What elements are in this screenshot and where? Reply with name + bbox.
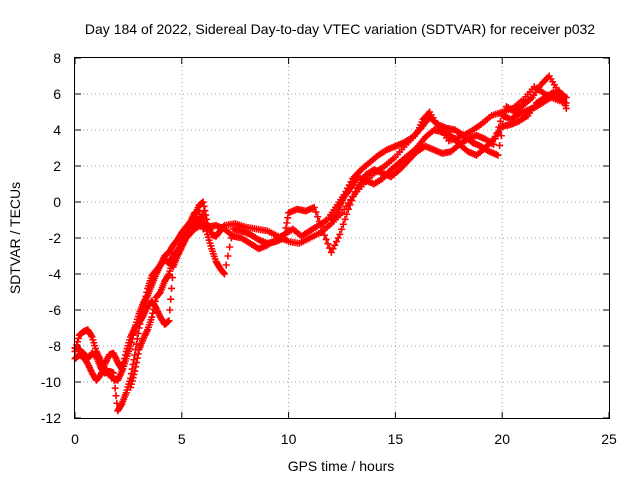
x-tick-label: 0 [71, 431, 79, 447]
y-tick-label: 2 [53, 158, 61, 174]
x-tick-label: 25 [601, 431, 617, 447]
y-tick-label: 6 [53, 86, 61, 102]
x-axis-label: GPS time / hours [288, 458, 395, 474]
y-axis-label: SDTVAR / TECUs [7, 182, 23, 294]
data-point-series [127, 88, 566, 391]
data-points [71, 72, 570, 415]
x-tick-label: 10 [281, 431, 297, 447]
y-tick-label: -10 [41, 374, 61, 390]
y-tick-label: -8 [49, 338, 62, 354]
x-tick-label: 15 [388, 431, 404, 447]
grid [75, 58, 609, 418]
plot-frame [74, 57, 610, 419]
y-tick-label: -12 [41, 410, 61, 426]
y-tick-label: -2 [49, 230, 62, 246]
data-point-series [71, 72, 570, 415]
chart-title: Day 184 of 2022, Sidereal Day-to-day VTE… [85, 21, 595, 37]
y-tick-label: -6 [49, 302, 62, 318]
y-tick-label: 8 [53, 50, 61, 66]
x-tick-label: 20 [494, 431, 510, 447]
y-tick-label: 4 [53, 122, 61, 138]
tick-labels: 0 5 10 15 20 25 -12 -10 -8 -6 -4 -2 0 2 4 6 8 [41, 50, 617, 447]
x-tick-label: 5 [178, 431, 186, 447]
y-tick-label: -4 [49, 266, 62, 282]
y-tick-label: 0 [53, 194, 61, 210]
